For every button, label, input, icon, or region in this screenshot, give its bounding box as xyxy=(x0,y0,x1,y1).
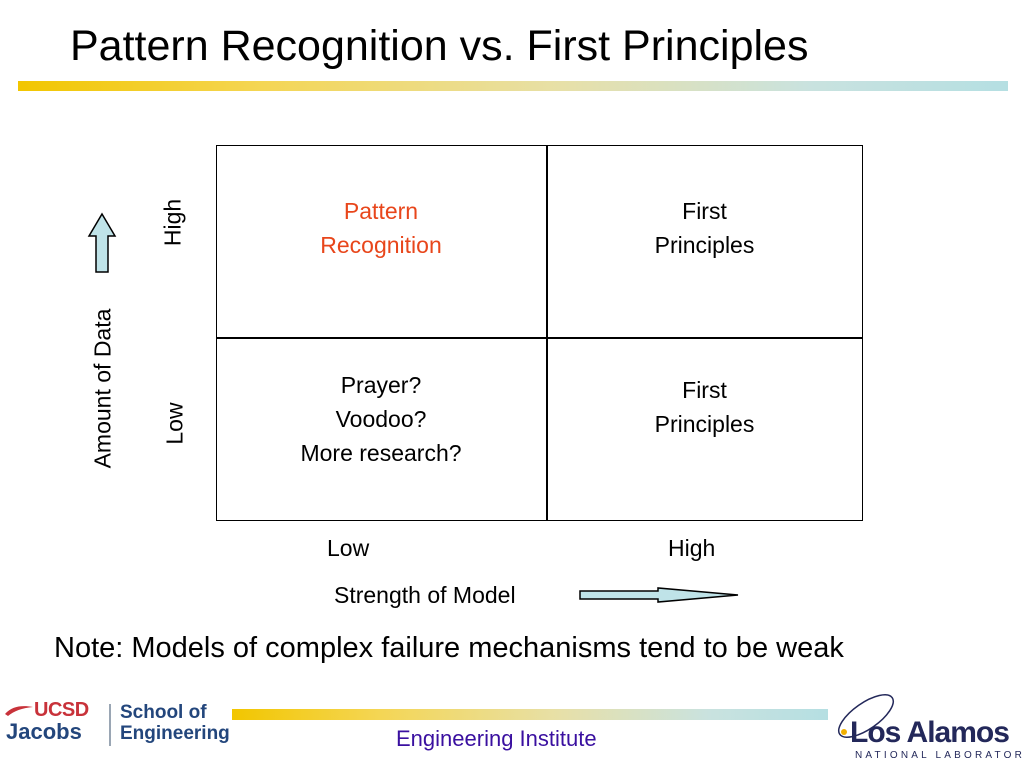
quadrant-first-principles-high: First Principles xyxy=(546,145,863,336)
school-line: School of xyxy=(120,702,207,723)
quadrant-text-line: First xyxy=(682,376,727,403)
quadrant-grid xyxy=(216,145,863,521)
up-arrow-icon xyxy=(87,212,117,273)
ucsd-swoosh-icon xyxy=(5,706,33,716)
y-axis-high-label: High xyxy=(159,198,186,247)
x-axis-title: Strength of Model xyxy=(334,582,516,608)
grid-horizontal-divider xyxy=(217,337,862,339)
slide-note: Note: Models of complex failure mechanis… xyxy=(54,632,844,664)
quadrant-text-line: Recognition xyxy=(320,231,442,258)
quadrant-text-line: Principles xyxy=(654,231,755,258)
y-axis-low-label: Low xyxy=(161,402,188,445)
title-divider xyxy=(18,81,1008,91)
quadrant-text-line: Voodoo? xyxy=(335,405,427,432)
quadrant-text-line: More research? xyxy=(300,439,462,466)
ucsd-logo-text: UCSD xyxy=(34,699,89,721)
ucsd-logo-icon: UCSD Jacobs xyxy=(5,699,89,744)
school-of-engineering-logo: School of Engineering xyxy=(120,702,230,744)
footer-divider xyxy=(232,709,828,720)
logo-divider xyxy=(109,704,111,746)
y-axis-title: Amount of Data xyxy=(89,308,116,469)
footer-institute: Engineering Institute xyxy=(396,726,597,751)
lanl-orbit-icon xyxy=(837,694,895,738)
grid-vertical-divider xyxy=(546,146,548,520)
quadrant-text-line: First xyxy=(682,197,727,224)
lanl-subtitle: NATIONAL LABORATORY xyxy=(855,750,1024,761)
x-axis-low-label: Low xyxy=(327,535,370,561)
quadrant-prayer-voodoo: Prayer? Voodoo? More research? xyxy=(216,336,546,521)
lanl-name: Los Alamos xyxy=(850,716,1010,749)
quadrant-text-line: Pattern xyxy=(343,197,419,224)
right-arrow-icon xyxy=(579,587,739,603)
quadrant-first-principles-low: First Principles xyxy=(546,336,863,521)
quadrant-text-line: Principles xyxy=(654,410,755,437)
quadrant-text-line: Prayer? xyxy=(340,371,422,398)
school-line: Engineering xyxy=(120,723,230,744)
quadrant-pattern-recognition: Pattern Recognition xyxy=(216,145,546,336)
jacobs-logo-text: Jacobs xyxy=(6,719,82,744)
x-axis-high-label: High xyxy=(668,535,716,561)
lanl-logo-icon: Los Alamos NATIONAL LABORATORY xyxy=(830,680,1024,761)
slide-title: Pattern Recognition vs. First Principles xyxy=(70,22,809,70)
